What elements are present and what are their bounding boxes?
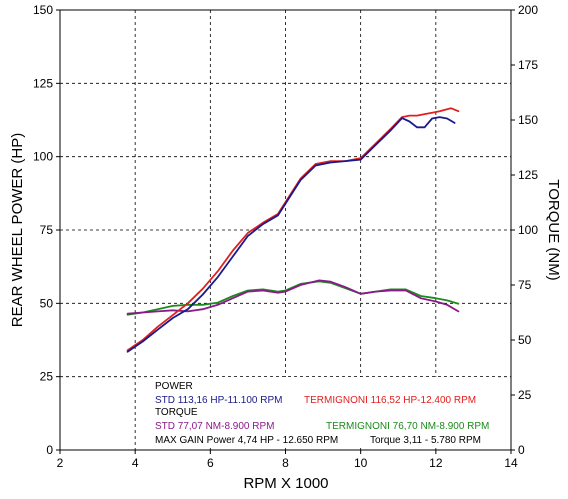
right-tick-label-7: 175 bbox=[518, 58, 538, 72]
left-tick-label-3: 75 bbox=[40, 223, 54, 237]
x-tick-label-6: 14 bbox=[504, 456, 518, 470]
legend-torque-termignoni: TERMIGNONI 76,70 NM-8.900 RPM bbox=[326, 421, 489, 432]
right-tick-label-2: 50 bbox=[518, 333, 532, 347]
legend-torque-std: STD 77,07 NM-8.900 RPM bbox=[155, 421, 275, 432]
x-tick-label-5: 12 bbox=[429, 456, 443, 470]
legend-power-std: STD 113,16 HP-11.100 RPM bbox=[155, 395, 282, 406]
legend-background bbox=[150, 377, 497, 448]
left-tick-label-4: 100 bbox=[33, 150, 53, 164]
x-axis-title: RPM X 1000 bbox=[243, 475, 328, 492]
left-tick-label-5: 125 bbox=[33, 76, 53, 90]
right-tick-label-4: 100 bbox=[518, 223, 538, 237]
legend-torque-heading: TORQUE bbox=[155, 407, 198, 418]
legend-max-gain-power: MAX GAIN Power 4,74 HP - 12.650 RPM bbox=[155, 435, 338, 446]
left-tick-label-0: 0 bbox=[46, 443, 53, 457]
legend: POWER STD 113,16 HP-11.100 RPM TERMIGNON… bbox=[150, 377, 497, 448]
right-tick-label-6: 150 bbox=[518, 113, 538, 127]
left-tick-label-2: 50 bbox=[40, 296, 54, 310]
series-layer bbox=[126, 107, 460, 353]
legend-power-heading: POWER bbox=[155, 381, 193, 392]
series-line-0 bbox=[126, 116, 456, 353]
x-tick-label-4: 10 bbox=[354, 456, 368, 470]
left-tick-label-1: 25 bbox=[40, 370, 54, 384]
left-axis-ticks: 0 25 50 75 100 125 150 bbox=[33, 3, 60, 457]
right-tick-label-0: 0 bbox=[518, 443, 525, 457]
grid bbox=[60, 10, 511, 450]
right-tick-label-3: 75 bbox=[518, 278, 532, 292]
right-axis-title: TORQUE (NM) bbox=[545, 179, 562, 280]
legend-power-termignoni: TERMIGNONI 116,52 HP-12.400 RPM bbox=[304, 395, 476, 406]
series-line-1 bbox=[126, 107, 460, 352]
right-axis-ticks: 0 25 50 75 100 125 150 175 200 bbox=[511, 3, 538, 457]
x-tick-label-3: 8 bbox=[282, 456, 289, 470]
left-axis-title: REAR WHEEL POWER (HP) bbox=[9, 133, 26, 327]
x-axis-ticks: 2 4 6 8 10 12 14 bbox=[57, 450, 518, 470]
left-tick-label-6: 150 bbox=[33, 3, 53, 17]
right-tick-label-5: 125 bbox=[518, 168, 538, 182]
x-tick-label-2: 6 bbox=[207, 456, 214, 470]
right-tick-label-8: 200 bbox=[518, 3, 538, 17]
right-tick-label-1: 25 bbox=[518, 388, 532, 402]
x-tick-label-0: 2 bbox=[57, 456, 64, 470]
x-tick-label-1: 4 bbox=[132, 456, 139, 470]
legend-max-gain-torque: Torque 3,11 - 5.780 RPM bbox=[370, 435, 481, 446]
